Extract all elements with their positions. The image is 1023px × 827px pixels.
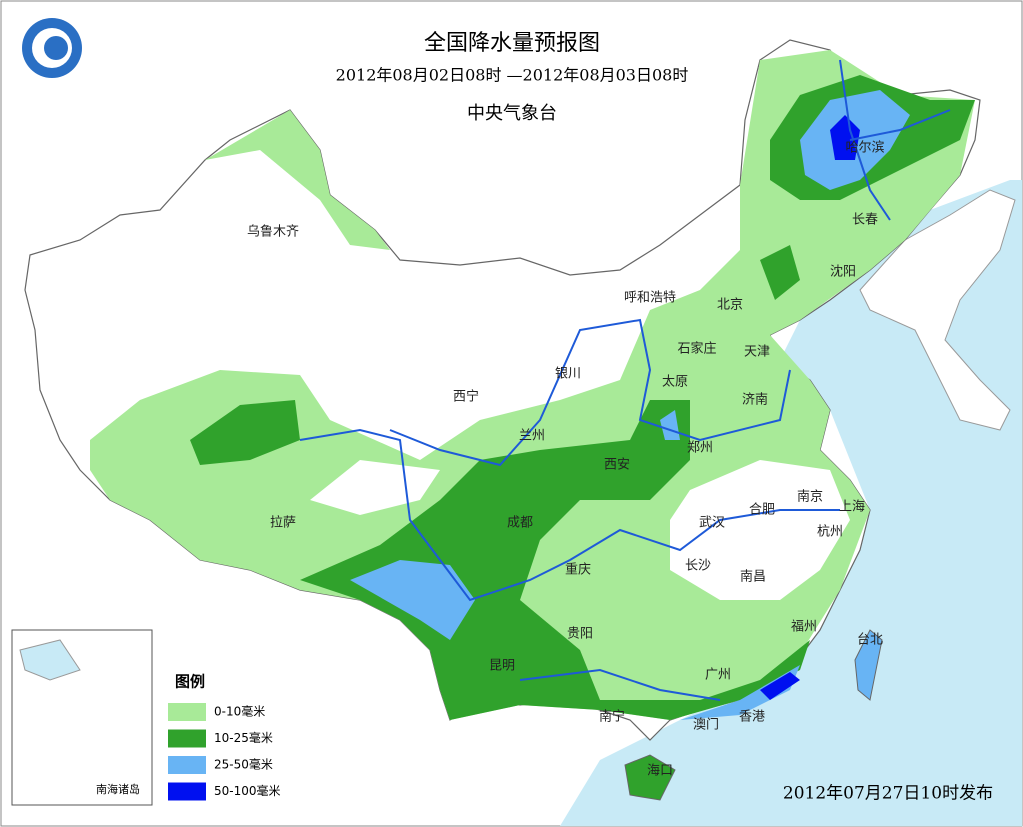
- city-label: 成都: [507, 516, 533, 531]
- inset-label: 南海诸岛: [96, 782, 140, 796]
- city-label: 兰州: [519, 429, 545, 444]
- city-label: 南宁: [599, 709, 625, 725]
- rain-area: [300, 400, 810, 720]
- period: 2012年08月02日08时 —2012年08月03日08时: [336, 66, 689, 85]
- legend-swatch: [168, 782, 206, 801]
- issue-date: 2012年07月27日10时发布: [783, 784, 993, 804]
- city-label: 石家庄: [677, 341, 716, 357]
- title: 全国降水量预报图: [424, 31, 600, 56]
- legend-label: 50-100毫米: [214, 783, 281, 798]
- city-label: 西宁: [453, 389, 479, 405]
- taiwan: [854, 629, 883, 701]
- city-label: 长沙: [685, 559, 711, 574]
- rain-area: [205, 110, 390, 250]
- rain-area: [190, 400, 300, 465]
- sea: [560, 180, 1022, 826]
- city-label: 哈尔滨: [845, 140, 884, 156]
- city-label: 上海: [839, 500, 865, 515]
- hainan: [624, 754, 676, 801]
- city-label: 海口: [647, 764, 673, 779]
- city-label: 福州: [791, 620, 817, 635]
- city-label: 北京: [717, 298, 743, 313]
- city-label: 合肥: [749, 503, 775, 518]
- city-label: 沈阳: [830, 265, 856, 280]
- city-label: 广州: [705, 668, 731, 683]
- rivers: [299, 59, 951, 701]
- city-label: 西安: [604, 458, 630, 473]
- city-label: 香港: [739, 710, 765, 725]
- city-label: 长春: [852, 213, 878, 228]
- city-label: 银川: [555, 367, 581, 382]
- inset: 南海诸岛: [11, 629, 153, 806]
- city-label: 天津: [744, 345, 770, 360]
- city-label: 乌鲁木齐: [247, 224, 299, 240]
- legend-label: 0-10毫米: [214, 704, 265, 719]
- city-label: 济南: [742, 392, 768, 408]
- city-label: 台北: [857, 633, 883, 648]
- city-label: 贵阳: [567, 627, 593, 642]
- korea: [859, 189, 1016, 431]
- city-label: 昆明: [489, 659, 515, 674]
- city-label: 武汉: [699, 516, 725, 531]
- logo: [22, 18, 82, 78]
- city-label: 杭州: [817, 525, 843, 540]
- legend-label: 10-25毫米: [214, 730, 273, 745]
- dry-area: [310, 460, 850, 600]
- city-label: 南昌: [740, 569, 766, 585]
- legend-title: 图例: [175, 673, 205, 691]
- legend-swatch: [168, 703, 206, 721]
- legend-swatch: [168, 729, 206, 748]
- issuer: 中央气象台: [467, 103, 557, 124]
- city-label: 南京: [797, 489, 823, 505]
- legend: 0-10毫米 10-25毫米 25-50毫米 50-100毫米: [168, 703, 281, 801]
- city-label: 太原: [662, 375, 688, 390]
- city-label: 呼和浩特: [624, 291, 676, 306]
- legend-swatch: [168, 756, 206, 774]
- rain-areas: [90, 50, 975, 720]
- city-label: 拉萨: [270, 516, 296, 531]
- city-label: 郑州: [687, 441, 713, 456]
- city-label: 重庆: [565, 562, 591, 578]
- legend-label: 25-50毫米: [214, 757, 273, 772]
- city-label: 澳门: [693, 717, 719, 733]
